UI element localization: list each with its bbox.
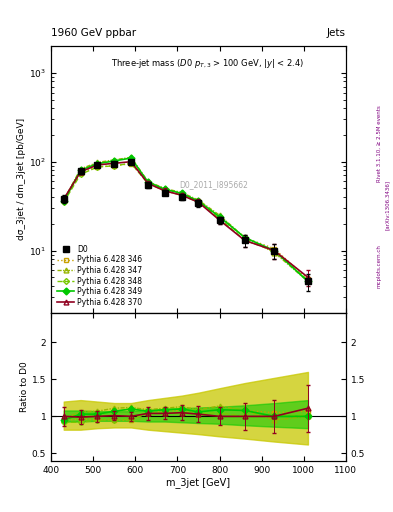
- Text: [arXiv:1306.3436]: [arXiv:1306.3436]: [385, 180, 389, 230]
- Y-axis label: dσ_3jet / dm_3jet [pb/GeV]: dσ_3jet / dm_3jet [pb/GeV]: [17, 118, 26, 241]
- X-axis label: m_3jet [GeV]: m_3jet [GeV]: [166, 477, 231, 488]
- Text: Rivet 3.1.10, ≥ 2.5M events: Rivet 3.1.10, ≥ 2.5M events: [377, 105, 382, 182]
- Text: mcplots.cern.ch: mcplots.cern.ch: [377, 244, 382, 288]
- Text: 1960 GeV ppbar: 1960 GeV ppbar: [51, 28, 136, 38]
- Text: D0_2011_I895662: D0_2011_I895662: [179, 180, 248, 189]
- Text: Three-jet mass ($D0\ p_{T,3}$ > 100 GeV, $|y|$ < 2.4): Three-jet mass ($D0\ p_{T,3}$ > 100 GeV,…: [110, 57, 304, 70]
- Legend: D0, Pythia 6.428 346, Pythia 6.428 347, Pythia 6.428 348, Pythia 6.428 349, Pyth: D0, Pythia 6.428 346, Pythia 6.428 347, …: [55, 243, 145, 309]
- Text: Jets: Jets: [327, 28, 346, 38]
- Y-axis label: Ratio to D0: Ratio to D0: [20, 361, 29, 412]
